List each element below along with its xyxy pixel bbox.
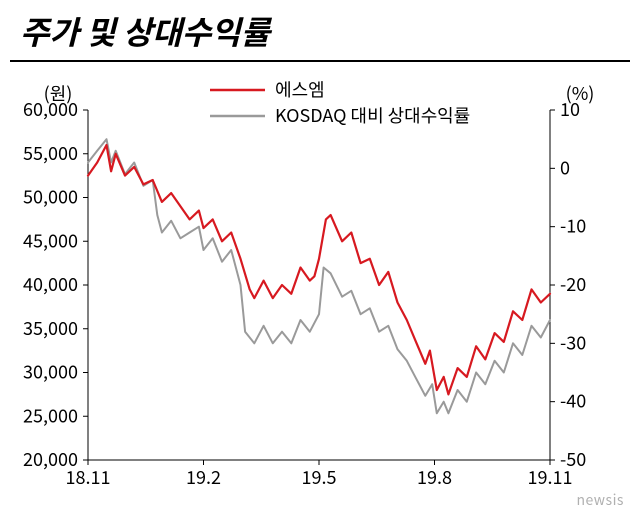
svg-text:-30: -30 <box>560 329 586 355</box>
svg-text:10: 10 <box>560 96 580 122</box>
watermark: newsis <box>576 490 624 510</box>
svg-text:60,000: 60,000 <box>23 96 78 122</box>
legend-label: 에스엠 <box>275 80 325 102</box>
svg-text:19.2: 19.2 <box>186 464 221 490</box>
svg-text:50,000: 50,000 <box>23 184 78 210</box>
svg-text:-20: -20 <box>560 271 586 297</box>
svg-text:19.11: 19.11 <box>528 464 573 490</box>
svg-text:18.11: 18.11 <box>66 464 111 490</box>
svg-text:-40: -40 <box>560 388 586 414</box>
svg-text:55,000: 55,000 <box>23 140 78 166</box>
svg-text:45,000: 45,000 <box>23 227 78 253</box>
chart-title: 주가 및 상대수익률 <box>20 8 270 54</box>
svg-text:25,000: 25,000 <box>23 402 78 428</box>
chart-svg: (원)(%)20,00025,00030,00035,00040,00045,0… <box>10 80 610 500</box>
svg-text:40,000: 40,000 <box>23 271 78 297</box>
chart-area: (원)(%)20,00025,00030,00035,00040,00045,0… <box>10 80 610 500</box>
svg-text:19.8: 19.8 <box>417 464 452 490</box>
svg-text:19.5: 19.5 <box>302 464 337 490</box>
title-rule <box>10 60 630 62</box>
svg-text:-10: -10 <box>560 213 586 239</box>
svg-text:0: 0 <box>560 154 570 180</box>
legend-label: KOSDAQ 대비 상대수익률 <box>275 102 470 128</box>
svg-text:35,000: 35,000 <box>23 315 78 341</box>
svg-text:30,000: 30,000 <box>23 359 78 385</box>
